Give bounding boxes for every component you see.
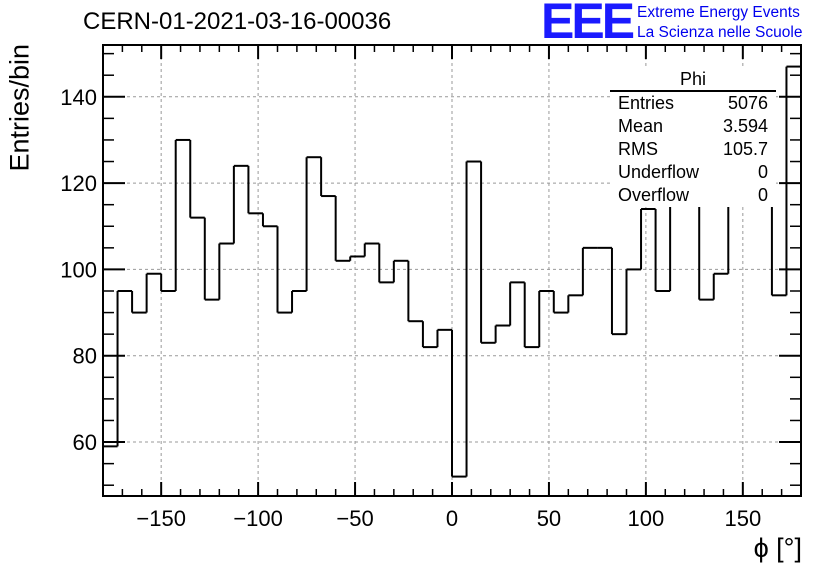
- y-tick-label: 100: [60, 257, 97, 282]
- organization-text: Extreme Energy Events La Scienza nelle S…: [637, 3, 802, 43]
- stat-value: 0: [757, 162, 768, 182]
- stat-value: 5076: [727, 93, 768, 113]
- x-tick-label: 150: [724, 506, 761, 531]
- run-title: CERN-01-2021-03-16-00036: [83, 8, 392, 35]
- stat-row-rms: RMS 105.7: [610, 138, 776, 161]
- stat-row-entries: Entries 5076: [610, 92, 776, 115]
- x-tick-label: 0: [446, 506, 458, 531]
- stat-row-mean: Mean 3.594: [610, 115, 776, 138]
- org-line-1: Extreme Energy Events: [637, 4, 800, 21]
- stat-value: 0: [757, 185, 768, 205]
- y-axis-label: Entries/bin: [4, 43, 35, 172]
- stat-label: Entries: [618, 93, 675, 113]
- stat-label: Underflow: [618, 162, 700, 182]
- y-tick-label: 60: [73, 430, 97, 455]
- eee-logo: EEE: [541, 0, 635, 49]
- tick-labels: −150 −100 −50 0 50 100 150 60 80 100 120 140: [60, 85, 761, 531]
- x-tick-label: 50: [537, 506, 561, 531]
- stat-label: RMS: [618, 139, 658, 159]
- x-tick-label: −150: [136, 506, 186, 531]
- stat-value: 3.594: [722, 116, 768, 136]
- stat-row-overflow: Overflow 0: [610, 184, 776, 207]
- x-tick-label: 100: [628, 506, 665, 531]
- stat-value: 105.7: [722, 139, 768, 159]
- stats-box: Phi Entries 5076 Mean 3.594 RMS 105.7 Un…: [610, 69, 776, 207]
- y-tick-label: 140: [60, 85, 97, 110]
- stat-label: Overflow: [618, 185, 690, 205]
- stats-title: Phi: [610, 69, 776, 92]
- org-line-2: La Scienza nelle Scuole: [637, 24, 803, 41]
- x-tick-label: −100: [233, 506, 283, 531]
- stat-row-underflow: Underflow 0: [610, 161, 776, 184]
- x-tick-label: −50: [336, 506, 373, 531]
- x-axis-label: ϕ [°]: [753, 533, 802, 563]
- stat-label: Mean: [618, 116, 664, 136]
- y-tick-label: 80: [73, 344, 97, 369]
- y-tick-label: 120: [60, 171, 97, 196]
- axes: [102, 44, 802, 497]
